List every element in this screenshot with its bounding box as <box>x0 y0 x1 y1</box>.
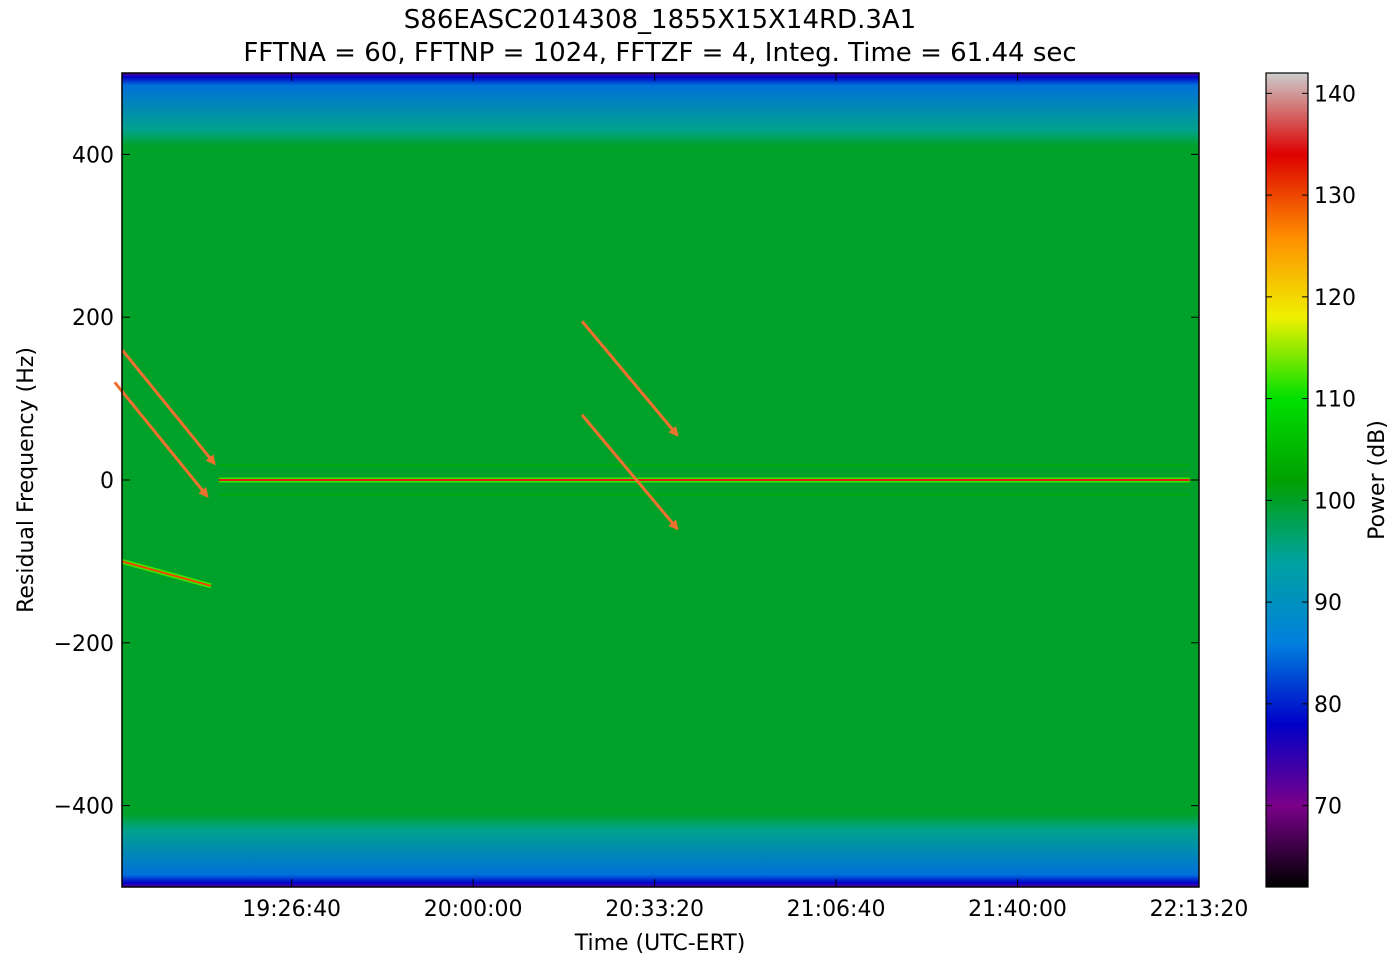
annotation-arrow-1 <box>113 381 209 498</box>
chart-subtitle: FFTNA = 60, FFTNP = 1024, FFTZF = 4, Int… <box>243 38 1076 68</box>
annotation-arrow-2 <box>580 320 679 437</box>
colorbar-tick-label: 130 <box>1314 184 1356 209</box>
annotation-arrow-3 <box>580 413 679 531</box>
x-tick-label: 20:00:00 <box>424 897 523 922</box>
colorbar-tick-label: 100 <box>1314 489 1356 514</box>
x-tick-label: 21:40:00 <box>968 897 1067 922</box>
annotation-arrow-0 <box>120 348 216 466</box>
colorbar-label: Power (dB) <box>1365 420 1390 540</box>
signal-trace-0 <box>122 560 212 587</box>
y-axis-label: Residual Frequency (Hz) <box>14 347 39 613</box>
colorbar-tick-label: 90 <box>1314 591 1342 616</box>
y-tick-label: 400 <box>72 143 114 168</box>
colorbar-tick-label: 110 <box>1314 388 1356 413</box>
colorbar-tick-label: 80 <box>1314 693 1342 718</box>
colorbar-tick-label: 70 <box>1314 795 1342 820</box>
colorbar-gradient <box>1265 72 1309 888</box>
colorbar: 70 80 90 100 110 120 130 140 Power (dB) <box>1265 72 1390 888</box>
x-tick-label: 20:33:20 <box>605 897 704 922</box>
x-axis-label: Time (UTC-ERT) <box>574 931 746 956</box>
y-tick-label: −200 <box>54 632 114 657</box>
x-tick-label: 21:06:40 <box>787 897 886 922</box>
y-tick-label: 200 <box>72 306 114 331</box>
x-tick-label: 22:13:20 <box>1150 897 1249 922</box>
y-tick-label: −400 <box>54 795 114 820</box>
x-tick-label: 19:26:40 <box>242 897 341 922</box>
colorbar-tick-label: 140 <box>1314 82 1356 107</box>
y-tick-label: 0 <box>100 469 114 494</box>
plot-area: 19:26:40 20:00:00 20:33:20 21:06:40 21:40:00… <box>54 72 1249 922</box>
colorbar-tick-label: 120 <box>1314 286 1356 311</box>
chart-title: S86EASC2014308_1855X15X14RD.3A1 <box>404 5 916 35</box>
